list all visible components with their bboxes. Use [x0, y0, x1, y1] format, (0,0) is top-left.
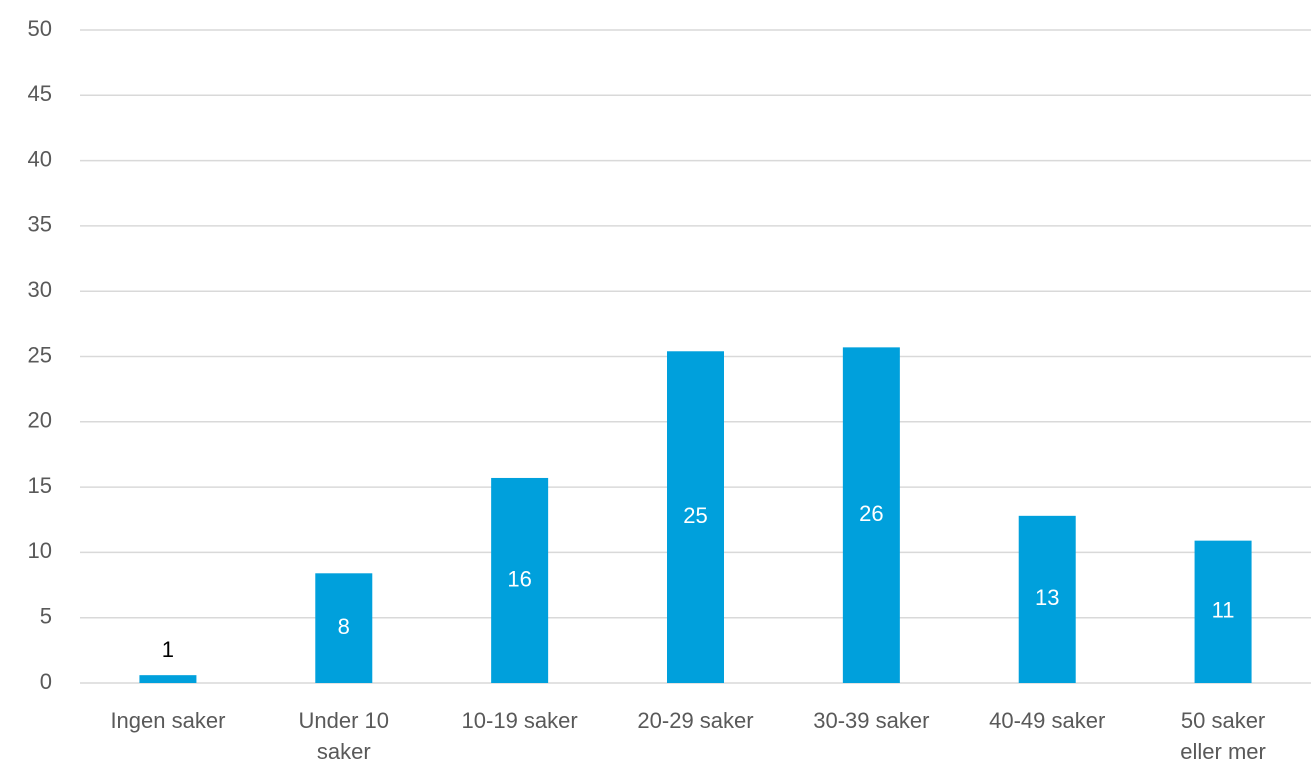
x-tick-label: 40-49 saker [989, 708, 1105, 733]
bar [315, 573, 373, 683]
data-label: 1 [162, 637, 174, 662]
data-label: 13 [1035, 585, 1059, 610]
y-tick-label: 0 [40, 669, 52, 694]
bar [1194, 540, 1252, 683]
x-tick-label: Under 10 saker [299, 708, 390, 764]
x-tick-label: 30-39 saker [813, 708, 929, 733]
y-tick-label: 5 [40, 604, 52, 629]
data-label: 11 [1212, 598, 1235, 623]
x-tick-label: 20-29 saker [637, 708, 753, 733]
bar [667, 351, 724, 683]
y-tick-label: 25 [28, 342, 52, 367]
data-label: 16 [507, 566, 531, 591]
bar [491, 477, 549, 683]
y-tick-label: 15 [28, 473, 52, 498]
x-tick-label: 10-19 saker [462, 708, 578, 733]
y-tick-label: 30 [28, 277, 52, 302]
bar [842, 347, 900, 683]
x-tick-label: Ingen saker [110, 708, 225, 733]
bar [139, 675, 197, 683]
y-tick-label: 40 [28, 146, 52, 171]
x-tick-label: 50 saker eller mer [1180, 708, 1266, 764]
bar [1018, 515, 1076, 683]
y-tick-label: 10 [28, 538, 52, 563]
y-tick-label: 45 [28, 81, 52, 106]
data-label: 25 [683, 503, 707, 528]
y-tick-label: 35 [28, 212, 52, 237]
y-tick-label: 50 [28, 16, 52, 41]
data-label: 8 [338, 614, 350, 639]
data-label: 26 [859, 501, 883, 526]
y-tick-label: 20 [28, 408, 52, 433]
